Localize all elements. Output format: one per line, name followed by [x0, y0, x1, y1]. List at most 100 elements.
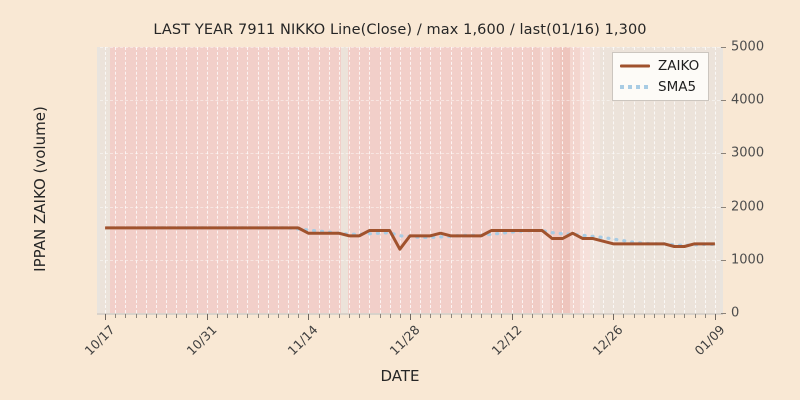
gridline-vertical [704, 47, 706, 313]
x-tick-minor [684, 314, 686, 318]
gridline-vertical [359, 47, 361, 313]
gridline-vertical [349, 47, 351, 313]
background-band [348, 47, 531, 313]
gridline-vertical [572, 47, 574, 313]
plot-area [100, 47, 720, 313]
background-band [579, 47, 590, 313]
x-tick-minor [359, 314, 361, 318]
x-tick-minor [166, 314, 168, 318]
x-tick-minor [542, 314, 544, 318]
legend-item-zaiko[interactable]: ZAIKO [620, 58, 699, 74]
x-tick-minor [440, 314, 442, 318]
gridline-vertical [216, 47, 218, 313]
x-tick-minor [420, 314, 422, 318]
x-tick-minor [227, 314, 229, 318]
x-tick-minor [115, 314, 117, 318]
gridline-vertical [613, 47, 615, 313]
y-tick-label: 1000 [731, 252, 765, 268]
x-tick-major [308, 314, 310, 320]
gridline-vertical [592, 47, 594, 313]
background-band [530, 47, 541, 313]
gridline-vertical [369, 47, 371, 313]
x-tick-minor [145, 314, 147, 318]
gridline-vertical [430, 47, 432, 313]
gridline-vertical [379, 47, 381, 313]
y-tick-mark [721, 100, 726, 102]
x-tick-label: 11/14 [284, 322, 321, 359]
gridline-vertical [603, 47, 605, 313]
x-tick-minor [399, 314, 401, 318]
background-band [560, 47, 570, 313]
gridline-vertical [288, 47, 290, 313]
x-tick-label: 10/17 [81, 322, 118, 359]
y-tick-mark [721, 313, 726, 314]
x-tick-minor [247, 314, 249, 318]
gridline-vertical [582, 47, 584, 313]
gridline-vertical [267, 47, 269, 313]
gridline-vertical [125, 47, 127, 313]
chart-legend[interactable]: ZAIKO SMA5 [612, 52, 710, 101]
gridline-vertical [186, 47, 188, 313]
x-tick-minor [470, 314, 472, 318]
y-tick-mark [721, 259, 726, 261]
gridline-vertical [714, 47, 716, 313]
x-tick-minor [704, 314, 706, 318]
gridline-vertical [552, 47, 554, 313]
gridline-vertical [176, 47, 178, 313]
y-tick-label: 0 [731, 305, 740, 321]
x-tick-minor [155, 314, 157, 318]
x-tick-minor [318, 314, 320, 318]
x-tick-minor [562, 314, 564, 318]
y-tick-label: 2000 [731, 199, 765, 215]
series-lines [105, 226, 717, 251]
gridline-vertical [105, 47, 107, 313]
gridline-vertical [196, 47, 198, 313]
gridline-vertical [643, 47, 645, 313]
gridline-vertical [470, 47, 472, 313]
x-tick-minor [531, 314, 533, 318]
x-tick-minor [694, 314, 696, 318]
x-tick-minor [176, 314, 178, 318]
x-tick-minor [592, 314, 594, 318]
gridline-vertical [338, 47, 340, 313]
background-band [109, 47, 342, 313]
x-tick-minor [196, 314, 198, 318]
legend-item-sma5[interactable]: SMA5 [620, 79, 699, 95]
x-tick-minor [216, 314, 218, 318]
gridline-vertical [491, 47, 493, 313]
x-tick-label: 12/26 [589, 322, 626, 359]
gridline-vertical [684, 47, 686, 313]
y-tick-mark [721, 47, 726, 48]
x-tick-minor [623, 314, 625, 318]
gridline-vertical [399, 47, 401, 313]
gridline-vertical [481, 47, 483, 313]
gridline-vertical [562, 47, 564, 313]
x-tick-label: 12/12 [488, 322, 525, 359]
x-tick-minor [653, 314, 655, 318]
gridline-vertical [237, 47, 239, 313]
x-tick-label: 10/31 [183, 322, 220, 359]
gridline-vertical [511, 47, 513, 313]
gridline-vertical [531, 47, 533, 313]
x-tick-minor [643, 314, 645, 318]
y-axis-title: IPPAN ZAIKO (volume) [31, 106, 49, 272]
plot-right-spine [720, 47, 723, 314]
gridline-vertical [318, 47, 320, 313]
gridline-vertical [328, 47, 330, 313]
gridline-vertical [247, 47, 249, 313]
x-tick-minor [379, 314, 381, 318]
zaiko-line [105, 226, 715, 251]
gridline-vertical [115, 47, 117, 313]
gridline-vertical [389, 47, 391, 313]
y-tick-label: 3000 [731, 145, 765, 161]
legend-swatch-sma5 [620, 81, 650, 93]
y-tick-label: 5000 [731, 39, 765, 55]
gridline-vertical [460, 47, 462, 313]
x-tick-minor [125, 314, 127, 318]
gridline-vertical [694, 47, 696, 313]
x-tick-minor [135, 314, 137, 318]
gridline-vertical [633, 47, 635, 313]
x-axis-title: DATE [380, 367, 420, 385]
x-tick-minor [481, 314, 483, 318]
x-tick-minor [582, 314, 584, 318]
